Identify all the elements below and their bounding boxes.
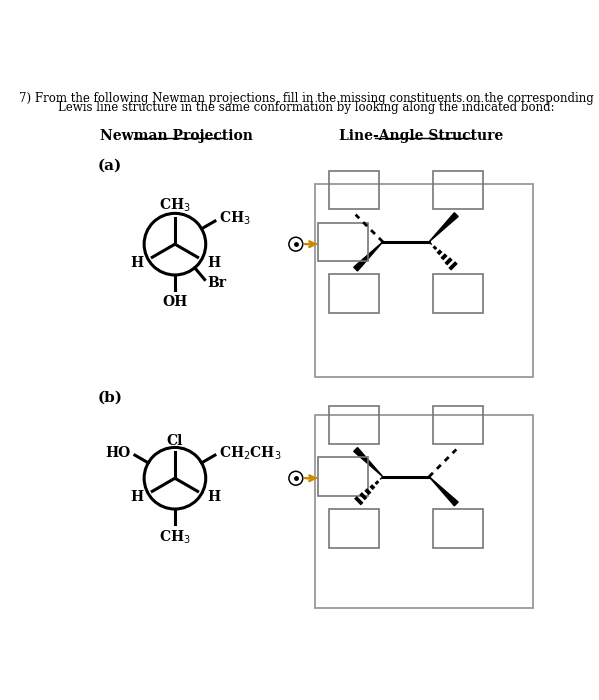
Bar (329, 510, 379, 548)
Text: H: H (207, 256, 220, 270)
Text: CH$_3$: CH$_3$ (159, 529, 190, 547)
Bar (432, 171, 483, 209)
Bar (317, 458, 368, 496)
Bar (432, 274, 483, 313)
Text: 7) From the following Newman projections, fill in the missing constituents on th: 7) From the following Newman projections… (19, 92, 594, 105)
Polygon shape (353, 241, 383, 271)
Text: CH$_3$: CH$_3$ (219, 210, 250, 228)
Bar (432, 510, 483, 548)
Bar (317, 223, 368, 261)
Polygon shape (429, 213, 458, 241)
Bar (315, 415, 533, 608)
Bar (329, 171, 379, 209)
Bar (315, 184, 533, 377)
Text: OH: OH (162, 295, 187, 309)
Text: H: H (207, 490, 220, 504)
Text: HO: HO (105, 446, 131, 460)
Text: Lewis line structure in the same conformation by looking along the indicated bon: Lewis line structure in the same conform… (58, 101, 555, 114)
Text: Br: Br (208, 276, 226, 290)
Text: Line-Angle Structure: Line-Angle Structure (339, 129, 503, 143)
Text: Cl: Cl (167, 434, 183, 448)
Polygon shape (429, 477, 458, 506)
Text: (b): (b) (98, 391, 123, 405)
Text: CH$_2$CH$_3$: CH$_2$CH$_3$ (219, 444, 282, 461)
Text: H: H (130, 256, 143, 270)
Bar (329, 405, 379, 444)
Text: Newman Projection: Newman Projection (100, 129, 253, 143)
Text: (a): (a) (98, 159, 122, 173)
Bar (432, 405, 483, 444)
Text: CH$_3$: CH$_3$ (159, 197, 190, 214)
Text: H: H (130, 490, 143, 504)
Polygon shape (353, 447, 383, 477)
Bar (329, 274, 379, 313)
